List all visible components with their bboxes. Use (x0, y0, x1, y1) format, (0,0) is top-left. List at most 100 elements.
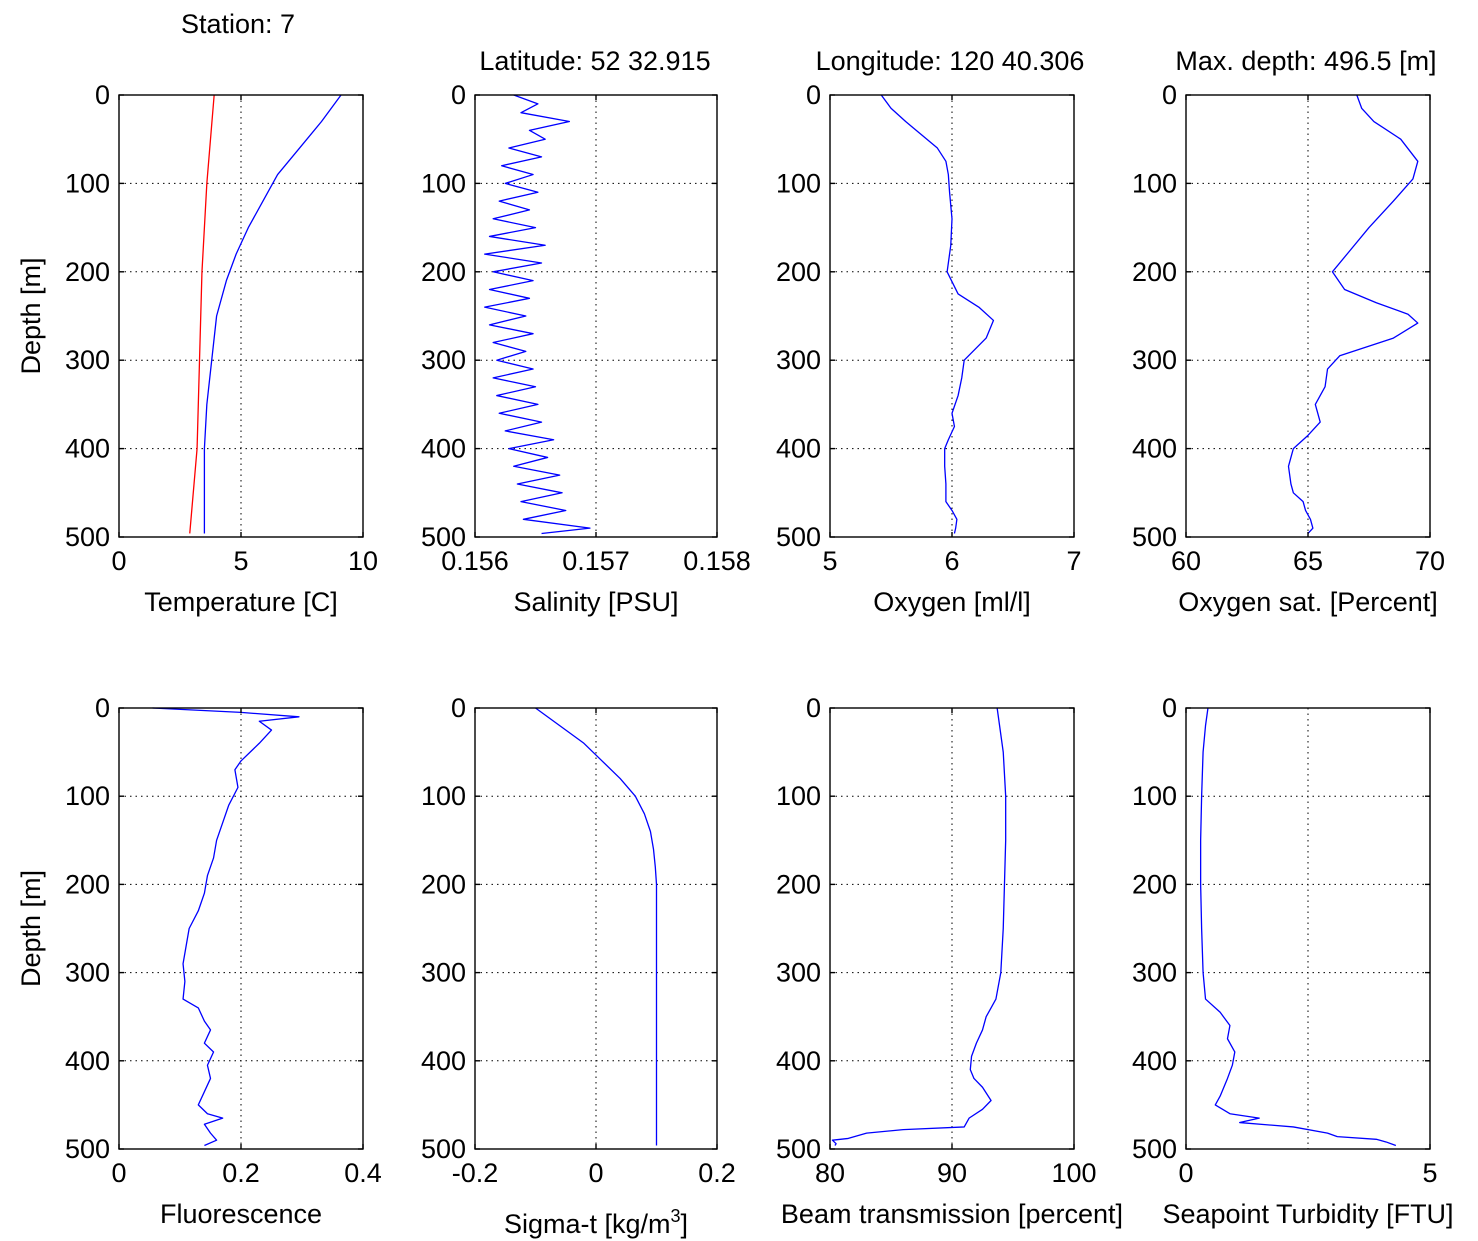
y-axis-label: Depth [m] (16, 257, 46, 374)
y-tick-label: 0 (95, 80, 110, 110)
series-line-1 (152, 707, 300, 1147)
y-tick-label: 400 (776, 434, 821, 464)
y-tick-label: 500 (65, 522, 110, 552)
x-tick-label: 65 (1293, 546, 1323, 576)
x-tick-label: 0.157 (562, 546, 630, 576)
y-axis-label: Depth [m] (16, 870, 46, 987)
chart-panel-2: 0.156 0.157 0.158 0 100 200 300 400 500 Salinity … (421, 80, 751, 617)
y-tick-label: 400 (421, 434, 466, 464)
x-axis-label: Salinity [PSU] (513, 587, 678, 617)
x-tick-label: 80 (815, 1158, 845, 1188)
y-tick-label: 500 (1132, 522, 1177, 552)
y-tick-label: 500 (421, 522, 466, 552)
x-tick-label: 5 (822, 546, 837, 576)
series-line-1 (484, 94, 591, 535)
y-tick-label: 300 (421, 958, 466, 988)
x-tick-label: 0 (1178, 1158, 1193, 1188)
y-tick-label: 300 (421, 345, 466, 375)
y-tick-label: 500 (776, 1134, 821, 1164)
x-axis-label: Oxygen sat. [Percent] (1178, 587, 1438, 617)
x-tick-label: 7 (1066, 546, 1081, 576)
x-tick-label: 6 (944, 546, 959, 576)
chart-panel-7: 80 90 100 0 100 200 300 400 500 Beam transmission… (776, 693, 1123, 1229)
series-line-1 (535, 707, 658, 1146)
x-axis-label: Sigma-t [kg/m3] (504, 1206, 688, 1239)
y-tick-label: 0 (451, 80, 466, 110)
plot-frame (1185, 707, 1431, 1150)
x-tick-label: 0.156 (441, 546, 509, 576)
chart-panel-3: 5 6 7 0 100 200 300 400 500 Oxygen [ml/l] (776, 80, 1082, 617)
max-depth-title: Max. depth: 496.5 [m] (1175, 46, 1436, 76)
y-tick-label: 100 (776, 781, 821, 811)
y-tick-label: 0 (95, 693, 110, 723)
y-tick-label: 300 (776, 345, 821, 375)
y-tick-label: 400 (421, 1046, 466, 1076)
x-tick-label: 0 (111, 1158, 126, 1188)
x-tick-label: -0.2 (452, 1158, 499, 1188)
series-line-1 (880, 94, 995, 534)
x-tick-label: 10 (348, 546, 378, 576)
x-tick-label: 70 (1415, 546, 1445, 576)
x-tick-label: 90 (937, 1158, 967, 1188)
x-axis-label: Temperature [C] (144, 587, 338, 617)
station-title: Station: 7 (181, 9, 295, 39)
y-tick-label: 200 (1132, 869, 1177, 899)
y-tick-label: 400 (65, 434, 110, 464)
y-tick-label: 200 (776, 869, 821, 899)
x-tick-label: 60 (1171, 546, 1201, 576)
y-tick-label: 0 (1162, 693, 1177, 723)
y-tick-label: 400 (65, 1046, 110, 1076)
y-tick-label: 300 (65, 958, 110, 988)
series-line-1 (189, 94, 215, 534)
y-tick-label: 300 (776, 958, 821, 988)
latitude-title: Latitude: 52 32.915 (479, 46, 710, 76)
y-tick-label: 400 (1132, 434, 1177, 464)
x-tick-label: 0 (588, 1158, 603, 1188)
y-tick-label: 300 (1132, 345, 1177, 375)
y-tick-label: 200 (65, 869, 110, 899)
y-tick-label: 500 (421, 1134, 466, 1164)
x-tick-label: 100 (1051, 1158, 1096, 1188)
series-line-1 (1199, 707, 1397, 1147)
y-tick-label: 100 (1132, 168, 1177, 198)
x-tick-label: 5 (1422, 1158, 1437, 1188)
longitude-title: Longitude: 120 40.306 (816, 46, 1085, 76)
y-tick-label: 400 (776, 1046, 821, 1076)
x-axis-label: Seapoint Turbidity [FTU] (1162, 1199, 1453, 1229)
chart-panel-6: -0.2 0 0.2 0 100 200 300 400 500 Sigma-t [kg/m3] (421, 693, 736, 1239)
y-tick-label: 0 (1162, 80, 1177, 110)
y-tick-label: 400 (1132, 1046, 1177, 1076)
y-tick-label: 200 (65, 257, 110, 287)
y-tick-label: 100 (421, 168, 466, 198)
y-tick-label: 100 (65, 168, 110, 198)
x-tick-label: 0.158 (683, 546, 751, 576)
y-tick-label: 100 (1132, 781, 1177, 811)
x-axis-label: Beam transmission [percent] (781, 1199, 1123, 1229)
y-tick-label: 200 (776, 257, 821, 287)
y-tick-label: 500 (1132, 1134, 1177, 1164)
chart-panel-5: 0 0.2 0.4 0 100 200 300 400 500 Fluorescence Depth… (16, 693, 382, 1229)
x-axis-label: Fluorescence (160, 1199, 322, 1229)
y-tick-label: 200 (1132, 257, 1177, 287)
y-tick-label: 100 (65, 781, 110, 811)
y-tick-label: 500 (776, 522, 821, 552)
x-tick-label: 0.2 (222, 1158, 260, 1188)
x-tick-label: 0.2 (698, 1158, 736, 1188)
y-tick-label: 300 (65, 345, 110, 375)
x-tick-label: 0.4 (344, 1158, 382, 1188)
y-tick-label: 0 (806, 80, 821, 110)
y-tick-label: 0 (806, 693, 821, 723)
chart-panel-4: 60 65 70 0 100 200 300 400 500 Oxygen sat. [Perce… (1132, 80, 1445, 617)
x-tick-label: 0 (111, 546, 126, 576)
series-line-1 (1287, 94, 1419, 534)
y-tick-label: 300 (1132, 958, 1177, 988)
x-axis-label: Oxygen [ml/l] (873, 587, 1031, 617)
series-line-1 (831, 707, 1007, 1146)
y-tick-label: 0 (451, 693, 466, 723)
x-tick-label: 5 (233, 546, 248, 576)
y-tick-label: 100 (421, 781, 466, 811)
y-tick-label: 200 (421, 869, 466, 899)
